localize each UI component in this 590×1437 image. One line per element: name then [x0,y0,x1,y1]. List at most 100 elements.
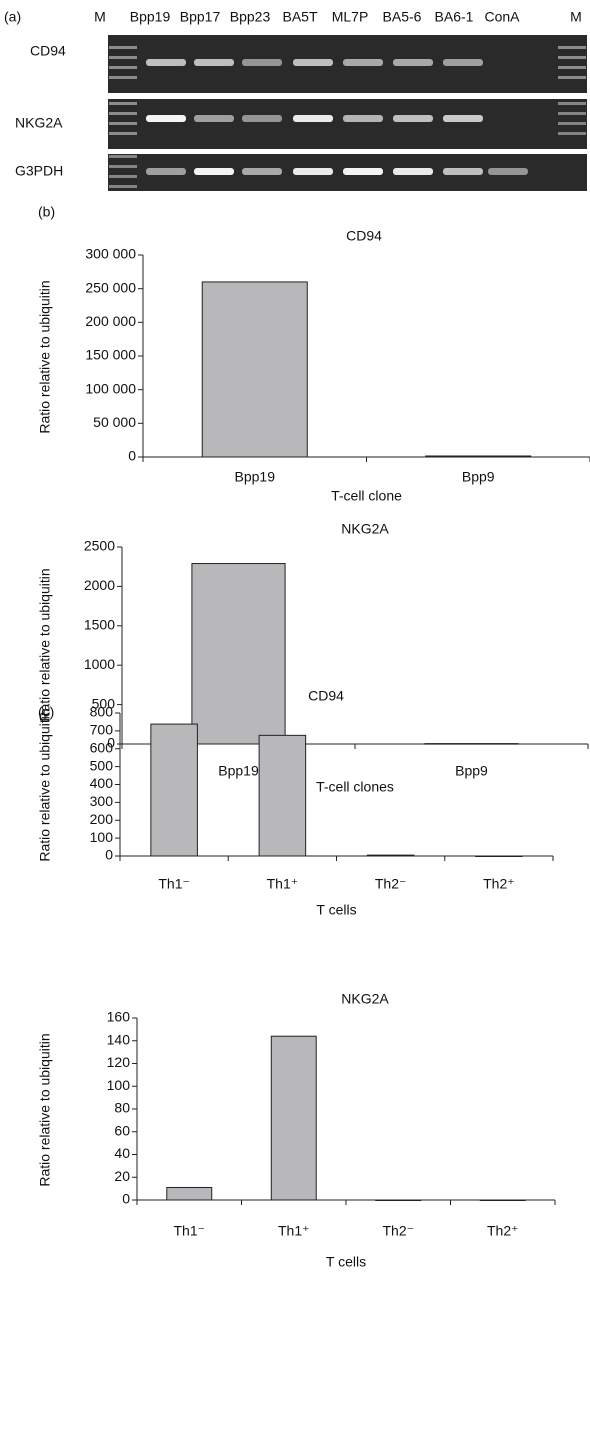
y-tick-label: 100 [107,1077,131,1093]
bar [192,564,285,744]
gel-band [443,168,483,175]
y-tick-label: 0 [128,448,136,464]
gel-band [146,168,186,175]
y-tick-label: 80 [114,1100,130,1116]
x-axis-label: T-cell clone [331,488,402,504]
gel-band [558,46,586,49]
gel-band [558,56,586,59]
bar [151,724,198,856]
chart-title: CD94 [346,228,382,244]
y-tick-label: 1000 [84,656,115,672]
gel-band [109,56,137,59]
y-tick-label: 120 [107,1054,131,1070]
gel-band [146,115,186,122]
bar [425,744,518,745]
lane-label: M [94,9,106,25]
x-tick-label: Th1⁺ [267,876,299,892]
gel-band [109,76,137,79]
lane-label: Bpp17 [180,9,221,25]
chart-title: NKG2A [341,521,389,537]
bar [476,856,523,857]
lane-label: ML7P [332,9,369,25]
y-axis-label: Ratio relative to ubiquitin [37,568,53,721]
gel-band [109,155,137,158]
x-tick-label: Th2⁺ [483,876,515,892]
figure: (a)MBpp19Bpp17Bpp23BA5TML7PBA5-6BA6-1Con… [0,0,590,1437]
y-tick-label: 500 [90,757,114,773]
y-tick-label: 20 [114,1168,130,1184]
y-tick-label: 140 [107,1031,131,1047]
y-tick-label: 150 000 [85,347,136,363]
bar [167,1187,212,1200]
y-tick-label: 250 000 [85,279,136,295]
row-label: NKG2A [15,115,63,131]
y-tick-label: 2000 [84,577,115,593]
y-axis-label: Ratio relative to ubiquitin [37,1033,53,1186]
bar [426,456,531,457]
row-label: CD94 [30,43,66,59]
gel-band [109,122,137,125]
y-tick-label: 300 [90,793,114,809]
y-tick-label: 50 000 [93,414,136,430]
gel-band [558,102,586,105]
y-tick-label: 800 [90,704,114,720]
y-tick-label: 0 [105,847,113,863]
gel-band [558,122,586,125]
gel-band [343,168,383,175]
gel-band [146,59,186,66]
x-axis-label: T-cell clones [316,779,394,795]
gel-band [558,76,586,79]
gel-band [194,59,234,66]
gel-band [242,59,282,66]
gel-band [109,112,137,115]
y-axis-label: Ratio relative to ubiquitin [37,280,53,433]
lane-label: BA5-6 [383,9,422,25]
panel-label: (a) [4,9,21,25]
gel-band [393,59,433,66]
x-tick-label: Th1⁻ [173,1223,205,1239]
lane-label: Bpp19 [130,9,171,25]
lane-label: Bpp23 [230,9,271,25]
bar [259,735,306,856]
lane-label: M [570,9,582,25]
x-tick-label: Th2⁺ [487,1223,519,1239]
y-tick-label: 300 000 [85,246,136,262]
x-axis-label: T cells [316,902,356,918]
x-tick-label: Th1⁺ [278,1223,310,1239]
y-tick-label: 100 [90,829,114,845]
gel-strip [108,99,587,149]
row-label: G3PDH [15,163,63,179]
lane-label: ConA [484,9,520,25]
y-tick-label: 100 000 [85,380,136,396]
lane-label: BA6-1 [435,9,474,25]
gel-band [194,168,234,175]
bar [271,1036,316,1200]
gel-band [242,115,282,122]
bar [367,855,414,856]
y-tick-label: 400 [90,775,114,791]
gel-band [109,46,137,49]
chart-title: CD94 [308,688,344,704]
bar [480,1200,525,1201]
bar [202,282,307,457]
gel-band [443,115,483,122]
gel-band [393,168,433,175]
gel-band [109,175,137,178]
gel-band [293,115,333,122]
y-tick-label: 60 [114,1122,130,1138]
gel-band [109,102,137,105]
x-tick-label: Th2⁻ [375,876,407,892]
y-tick-label: 700 [90,722,114,738]
x-tick-label: Bpp9 [455,763,488,779]
chart-title: NKG2A [341,991,389,1007]
y-tick-label: 1500 [84,617,115,633]
gel-band [109,185,137,188]
y-tick-label: 40 [114,1145,130,1161]
y-tick-label: 2500 [84,538,115,554]
gel-band [443,59,483,66]
gel-band [293,59,333,66]
x-tick-label: Bpp19 [218,763,259,779]
y-tick-label: 200 000 [85,313,136,329]
gel-band [109,132,137,135]
panel-label: (b) [38,204,55,220]
